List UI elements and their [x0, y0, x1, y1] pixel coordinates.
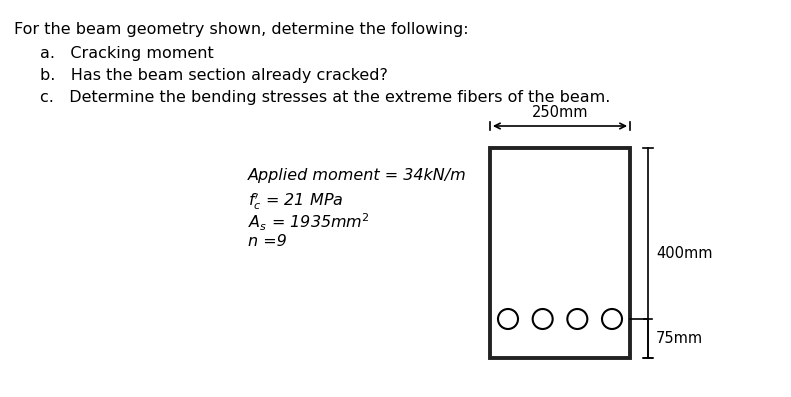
- Circle shape: [498, 309, 518, 329]
- Text: 250mm: 250mm: [532, 105, 589, 120]
- Text: Applied moment = 34kN/m: Applied moment = 34kN/m: [248, 168, 467, 183]
- Text: a.   Cracking moment: a. Cracking moment: [40, 46, 214, 61]
- Circle shape: [602, 309, 622, 329]
- Circle shape: [532, 309, 553, 329]
- Bar: [490, 148, 630, 358]
- Circle shape: [567, 309, 588, 329]
- Text: For the beam geometry shown, determine the following:: For the beam geometry shown, determine t…: [14, 22, 468, 37]
- Text: $A_s$ = 1935mm$^2$: $A_s$ = 1935mm$^2$: [248, 212, 369, 233]
- Text: c.   Determine the bending stresses at the extreme fibers of the beam.: c. Determine the bending stresses at the…: [40, 90, 611, 105]
- Text: $f_c^{\prime}$ = 21 MPa: $f_c^{\prime}$ = 21 MPa: [248, 190, 343, 212]
- Text: 400mm: 400mm: [656, 245, 713, 260]
- Text: n =9: n =9: [248, 234, 287, 249]
- Text: b.   Has the beam section already cracked?: b. Has the beam section already cracked?: [40, 68, 388, 83]
- Text: 75mm: 75mm: [656, 331, 703, 346]
